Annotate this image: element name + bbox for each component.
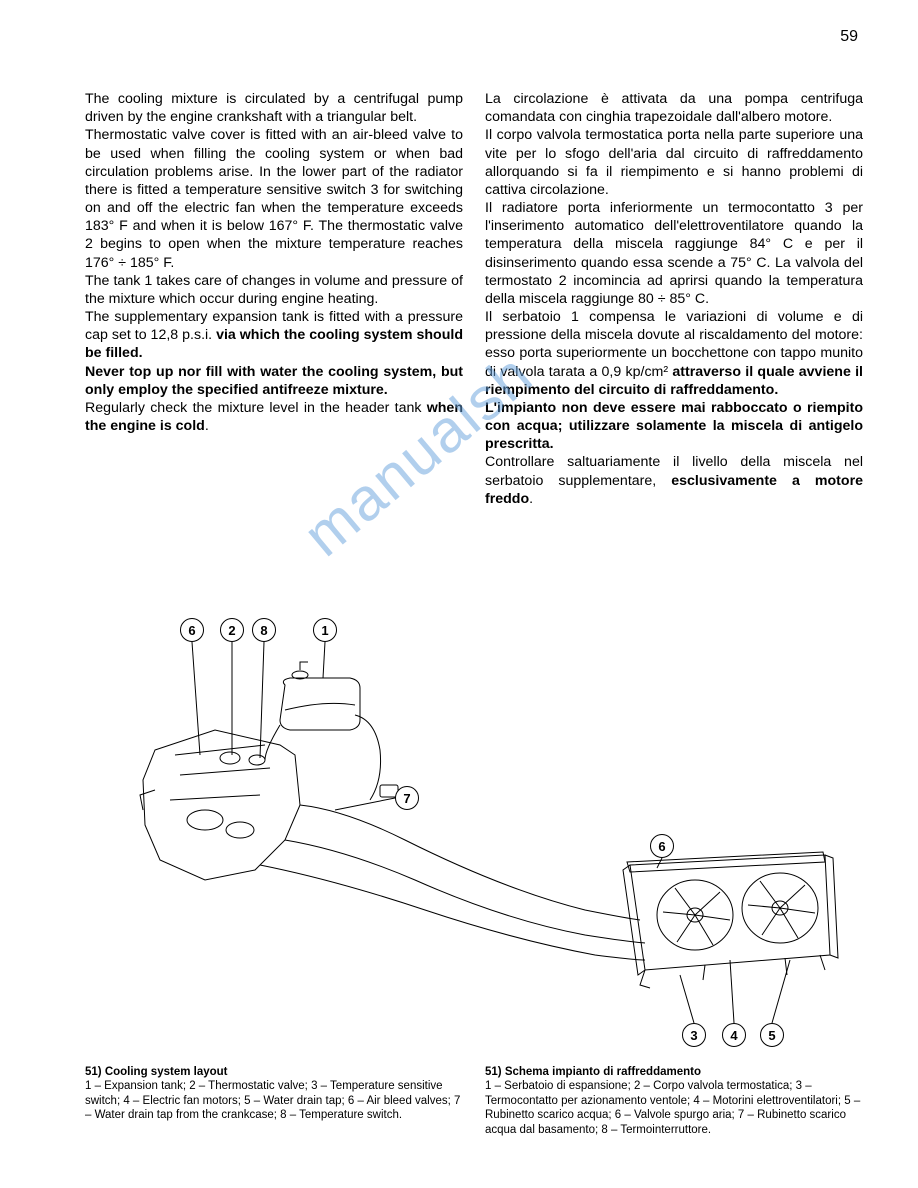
para: The supplementary expansion tank is fitt… [85, 308, 463, 363]
callout-5: 5 [760, 1023, 784, 1047]
para: Controllare saltuariamente il livello de… [485, 453, 863, 508]
text: . [529, 491, 533, 507]
text: Regularly check the mixture level in the… [85, 400, 427, 416]
callout-3: 3 [682, 1023, 706, 1047]
callout-8: 8 [252, 618, 276, 642]
para: The tank 1 takes care of changes in volu… [85, 272, 463, 308]
callout-6: 6 [180, 618, 204, 642]
caption-area: 51) Cooling system layout 1 – Expansion … [85, 1065, 863, 1137]
callout-2: 2 [220, 618, 244, 642]
page-number: 59 [840, 28, 858, 46]
para: The cooling mixture is circulated by a c… [85, 90, 463, 126]
caption-text: 1 – Expansion tank; 2 – Thermostatic val… [85, 1079, 463, 1122]
callout-6b: 6 [650, 834, 674, 858]
callout-1: 1 [313, 618, 337, 642]
para: Regularly check the mixture level in the… [85, 399, 463, 435]
caption-text: 1 – Serbatoio di espansione; 2 – Corpo v… [485, 1079, 863, 1137]
para: Il serbatoio 1 compensa le variazioni di… [485, 308, 863, 399]
caption-left: 51) Cooling system layout 1 – Expansion … [85, 1065, 463, 1137]
text: . [205, 418, 209, 434]
callout-7: 7 [395, 786, 419, 810]
caption-title: 51) Schema impianto di raffreddamento [485, 1065, 863, 1079]
para: La circolazione è attivata da una pompa … [485, 90, 863, 126]
para-bold: Never top up nor fill with water the coo… [85, 363, 463, 399]
caption-right: 51) Schema impianto di raffreddamento 1 … [485, 1065, 863, 1137]
para: Thermostatic valve cover is fitted with … [85, 126, 463, 271]
caption-title: 51) Cooling system layout [85, 1065, 463, 1079]
para: Il radiatore porta inferiormente un term… [485, 199, 863, 308]
left-column: The cooling mixture is circulated by a c… [85, 90, 463, 508]
right-column: La circolazione è attivata da una pompa … [485, 90, 863, 508]
main-content: The cooling mixture is circulated by a c… [85, 90, 863, 508]
cooling-system-diagram: 6 2 8 1 7 6 3 4 5 [85, 610, 855, 1050]
callout-4: 4 [722, 1023, 746, 1047]
para-bold: L'impianto non deve essere mai rabboccat… [485, 399, 863, 454]
para: Il corpo valvola termostatica porta nell… [485, 126, 863, 199]
diagram-svg [85, 610, 855, 1050]
